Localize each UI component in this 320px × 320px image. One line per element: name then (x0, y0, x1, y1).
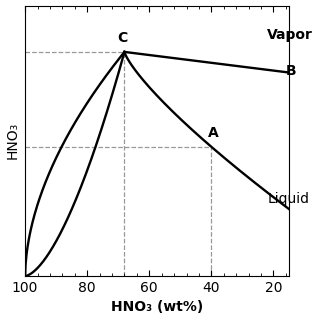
Text: A: A (208, 125, 219, 140)
X-axis label: HNO₃ (wt%): HNO₃ (wt%) (111, 300, 203, 315)
Text: Liquid: Liquid (267, 192, 309, 206)
Text: Vapor: Vapor (267, 28, 313, 42)
Text: C: C (117, 31, 128, 45)
Y-axis label: HNO₃: HNO₃ (5, 122, 20, 159)
Text: B: B (286, 64, 297, 78)
